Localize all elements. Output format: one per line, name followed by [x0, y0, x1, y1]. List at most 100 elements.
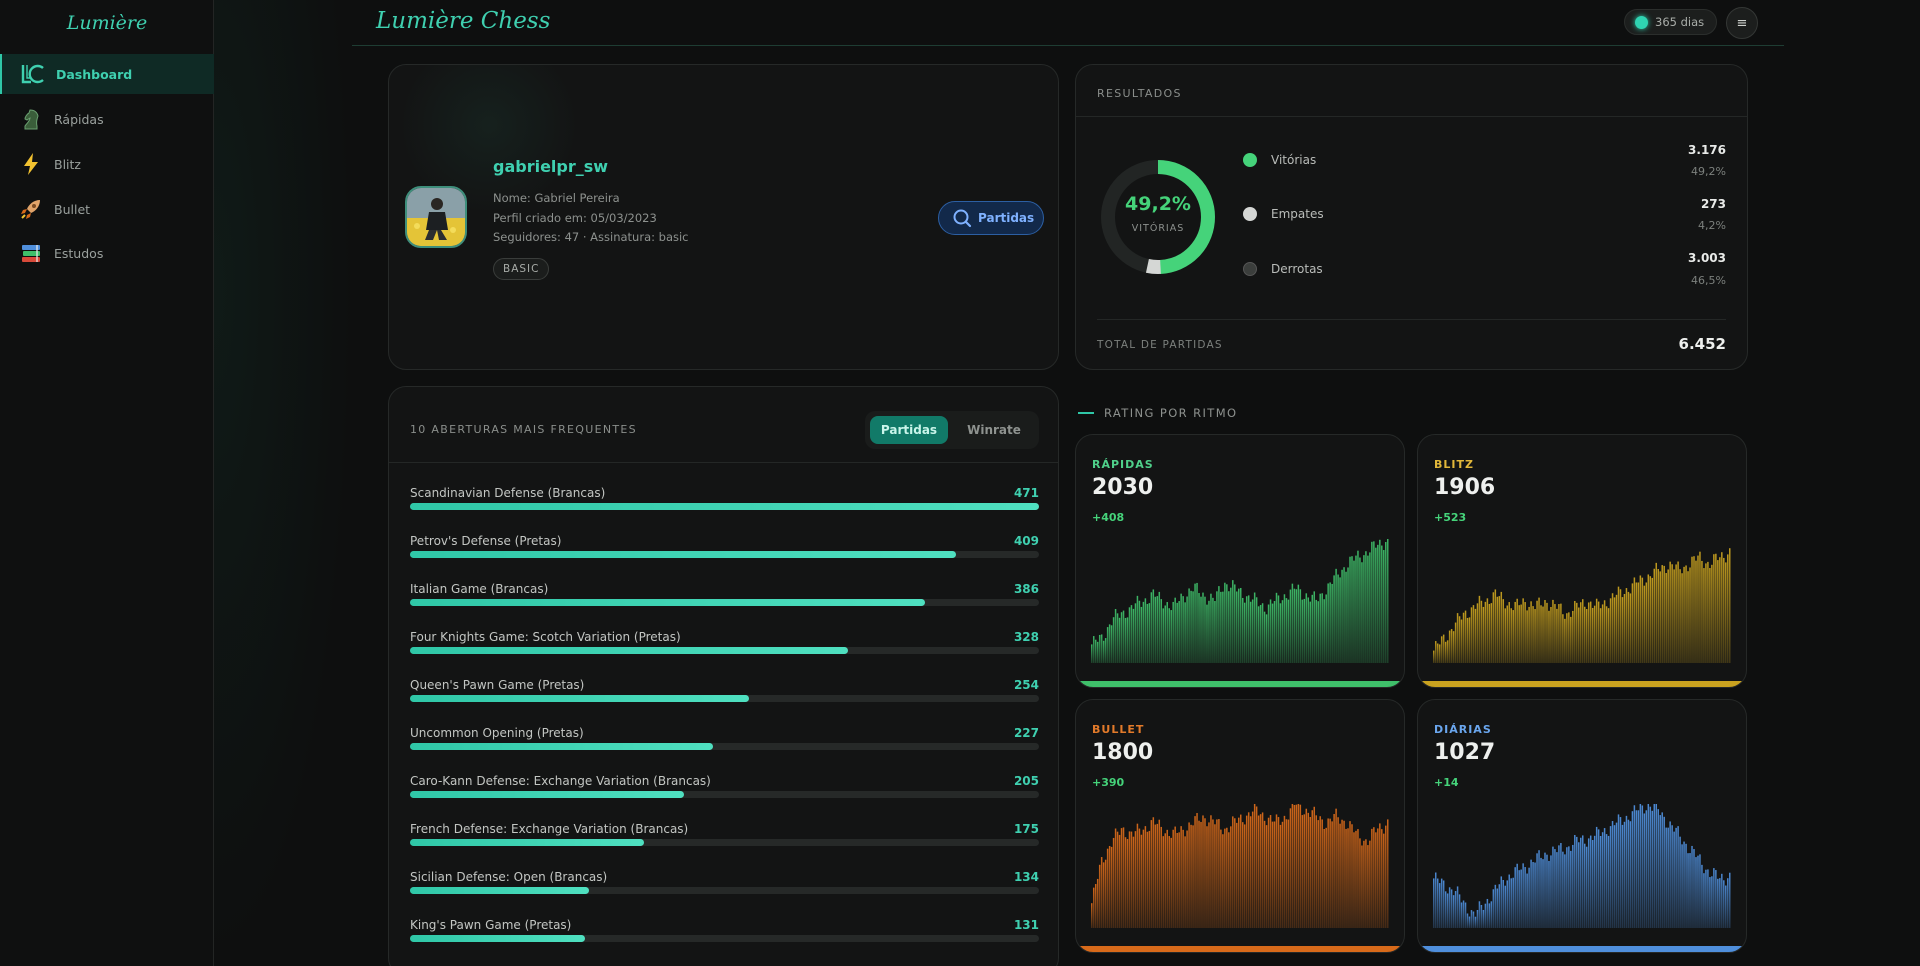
sparkline-bar — [1096, 641, 1099, 663]
rating-sparkline — [1091, 539, 1389, 663]
divider — [389, 462, 1058, 463]
sparkline-bar — [1110, 846, 1113, 928]
sidebar-item-bullet[interactable]: Bullet — [0, 189, 214, 229]
legend-dot-derrotas — [1243, 262, 1257, 276]
sparkline-bar — [1482, 606, 1485, 663]
sparkline-bar — [1444, 641, 1447, 663]
sparkline-bar — [1609, 826, 1612, 928]
results-card: RESULTADOS 49,2% VITÓRIAS Vitórias 3.176… — [1075, 64, 1748, 370]
sparkline-bar — [1170, 837, 1172, 928]
sparkline-bar — [1709, 877, 1711, 928]
opening-row[interactable]: Sicilian Defense: Open (Brancas) 134 — [410, 870, 1039, 906]
sparkline-bar — [1619, 817, 1622, 928]
opening-bar-track — [410, 743, 1039, 750]
sparkline-bar — [1488, 603, 1491, 663]
sparkline-bar — [1548, 860, 1550, 928]
sparkline-bar — [1524, 867, 1526, 928]
profile-created: Perfil criado em: 05/03/2023 — [493, 211, 657, 225]
sparkline-bar — [1126, 617, 1129, 663]
sparkline-bar — [1140, 606, 1143, 663]
opening-row[interactable]: Caro-Kann Defense: Exchange Variation (B… — [410, 774, 1039, 810]
opening-bar-track — [410, 887, 1039, 894]
sparkline-bar — [1257, 815, 1260, 928]
tab-winrate[interactable]: Winrate — [967, 423, 1021, 437]
opening-count: 471 — [1013, 486, 1039, 500]
donut-segment-vitorias — [1101, 160, 1215, 274]
menu-button[interactable]: ≡ — [1726, 7, 1758, 39]
opening-row[interactable]: Italian Game (Brancas) 386 — [410, 582, 1039, 618]
sparkline-bar — [1540, 605, 1542, 663]
sparkline-bar — [1222, 834, 1224, 928]
ratings-section-title: RATING POR RITMO — [1078, 406, 1238, 420]
sparkline-bar — [1492, 592, 1495, 663]
sparkline-bar — [1339, 577, 1341, 663]
sparkline-bar — [1289, 808, 1292, 928]
sparkline-bar — [1236, 822, 1238, 928]
sparkline-bar — [1243, 602, 1246, 663]
sparkline-bar — [1560, 603, 1562, 663]
sparkline-bar — [1711, 564, 1713, 663]
sparkline-bar — [1582, 835, 1584, 928]
sparkline-bar — [1649, 806, 1652, 928]
sidebar-item-estudos[interactable]: Estudos — [0, 233, 214, 273]
sparkline-bar — [1631, 811, 1634, 928]
sparkline-bar — [1611, 593, 1614, 663]
opening-name: Caro-Kann Defense: Exchange Variation (B… — [410, 774, 711, 788]
sparkline-bar — [1482, 909, 1485, 928]
sparkline-bar — [1518, 870, 1520, 928]
opening-row[interactable]: Scandinavian Defense (Brancas) 471 — [410, 486, 1039, 522]
sparkline-bar — [1114, 828, 1117, 928]
tab-partidas[interactable]: Partidas — [870, 416, 948, 444]
sparkline-bar — [1643, 585, 1646, 663]
sparkline-bar — [1534, 609, 1536, 663]
sparkline-bar — [1291, 583, 1294, 663]
avatar[interactable] — [405, 186, 467, 248]
rating-card-rapidas[interactable]: RÁPIDAS 2030 +408 — [1075, 434, 1405, 688]
opening-row[interactable]: Four Knights Game: Scotch Variation (Pre… — [410, 630, 1039, 666]
rating-card-bullet[interactable]: BULLET 1800 +390 — [1075, 699, 1405, 953]
sparkline-bar — [1343, 820, 1345, 928]
sparkline-bar — [1641, 805, 1644, 928]
sparkline-bar — [1729, 548, 1731, 663]
opening-row[interactable]: Uncommon Opening (Pretas) 227 — [410, 726, 1039, 762]
sparkline-bar — [1351, 556, 1353, 663]
opening-row[interactable]: French Defense: Exchange Variation (Bran… — [410, 822, 1039, 858]
sparkline-bar — [1174, 826, 1176, 928]
sparkline-bar — [1339, 823, 1341, 928]
sparkline-bar — [1385, 542, 1387, 663]
sparkline-bar — [1460, 619, 1463, 663]
sparkline-bar — [1247, 595, 1250, 663]
opening-row[interactable]: King's Pawn Game (Pretas) 131 — [410, 918, 1039, 954]
sparkline-bar — [1164, 833, 1166, 928]
sparkline-bar — [1627, 819, 1630, 928]
sparkline-bar — [1112, 617, 1115, 663]
sparkline-bar — [1142, 829, 1145, 928]
sparkline-bar — [1259, 814, 1262, 928]
sparkline-bar — [1697, 555, 1699, 663]
sparkline-bar — [1279, 824, 1282, 928]
sidebar-item-label: Estudos — [54, 245, 104, 261]
sparkline-bar — [1562, 851, 1564, 928]
sparkline-bar — [1496, 888, 1499, 928]
sparkline-bar — [1500, 591, 1503, 663]
sidebar-item-rapidas[interactable]: Rápidas — [0, 99, 214, 139]
rating-card-blitz[interactable]: BLITZ 1906 +523 — [1417, 434, 1747, 688]
period-toggle[interactable]: 365 dias — [1624, 9, 1718, 35]
opening-row[interactable]: Queen's Pawn Game (Pretas) 254 — [410, 678, 1039, 714]
sidebar-item-blitz[interactable]: Blitz — [0, 144, 214, 184]
opening-row[interactable]: Petrov's Defense (Pretas) 409 — [410, 534, 1039, 570]
rating-card-diarias[interactable]: DIÁRIAS 1027 +14 — [1417, 699, 1747, 953]
sparkline-bar — [1108, 624, 1111, 663]
sparkline-bar — [1633, 577, 1636, 663]
sidebar-item-dashboard[interactable]: Dashboard — [0, 54, 214, 94]
opening-count: 328 — [1013, 630, 1039, 644]
opening-name: French Defense: Exchange Variation (Bran… — [410, 822, 689, 836]
sparkline-bar — [1355, 555, 1357, 663]
sparkline-bar — [1359, 557, 1361, 663]
partidas-button[interactable]: Partidas — [938, 201, 1044, 235]
sparkline-bar — [1623, 821, 1626, 928]
sparkline-bar — [1377, 544, 1379, 663]
sparkline-bar — [1100, 857, 1103, 928]
sparkline-bar — [1124, 617, 1127, 663]
opening-bar-track — [410, 551, 1039, 558]
